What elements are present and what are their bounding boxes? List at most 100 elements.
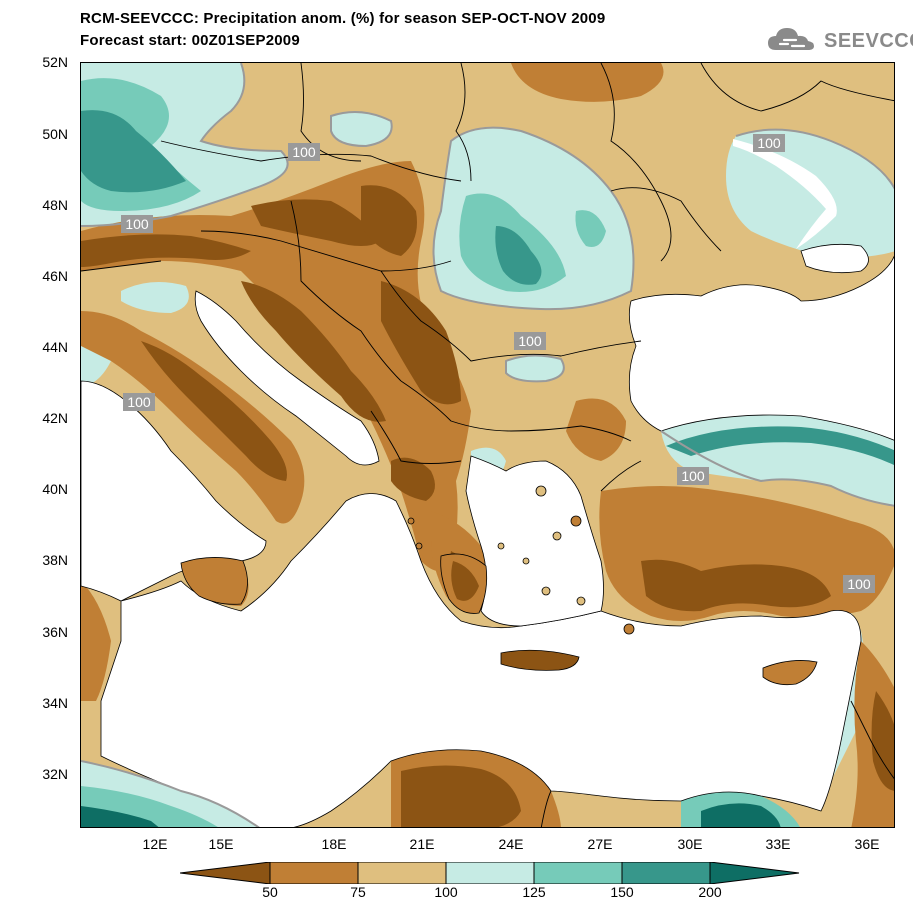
sicily-island xyxy=(180,557,248,605)
map-title: RCM-SEEVCCC: Precipitation anom. (%) for… xyxy=(80,10,606,27)
contour-label: 100 xyxy=(127,394,151,410)
wet-area-sinai-dark xyxy=(701,803,781,827)
map-canvas: 100 100 100 100 100 100 100 xyxy=(81,63,894,827)
colorbar-label: 125 xyxy=(522,884,546,900)
contour-label: 100 xyxy=(757,135,781,151)
contour-line xyxy=(735,128,894,190)
lat-label: 50N xyxy=(42,126,68,142)
border xyxy=(370,410,462,464)
aegean-island xyxy=(623,623,635,635)
dry-area-greece-north xyxy=(391,457,435,501)
colorbar-segment xyxy=(533,862,623,884)
dry-area-tunisia xyxy=(81,581,111,701)
lon-label: 21E xyxy=(409,836,435,852)
border xyxy=(700,63,894,112)
dry-area-italy-dark xyxy=(141,341,287,481)
lat-label: 34N xyxy=(42,695,68,711)
dry-area-serbia xyxy=(381,281,461,405)
tyrrhenian-sea xyxy=(81,380,267,602)
border xyxy=(540,790,552,827)
lon-label: 30E xyxy=(677,836,703,852)
lat-label: 36N xyxy=(42,624,68,640)
cyprus-island xyxy=(762,660,818,686)
contour-line xyxy=(81,760,260,827)
wet-areas xyxy=(81,63,894,827)
lat-label: 42N xyxy=(42,410,68,426)
colorbar-segment xyxy=(709,862,800,884)
border xyxy=(290,200,402,382)
dnieper-river xyxy=(733,139,837,249)
contour-label: 100 xyxy=(125,216,149,232)
dry-area-north-poland xyxy=(511,63,664,102)
border xyxy=(300,63,362,162)
border xyxy=(380,270,642,362)
wet-area-north-west-darker xyxy=(81,110,186,193)
ionian-island xyxy=(407,517,415,525)
border xyxy=(610,187,722,252)
wet-area-black-sea-north xyxy=(506,355,564,382)
colorbar-segment xyxy=(621,862,711,884)
black-sea xyxy=(628,255,894,441)
wet-area-turkey-coast xyxy=(666,426,894,466)
lon-label: 18E xyxy=(321,836,347,852)
colorbar-segment xyxy=(357,862,447,884)
ionian-island xyxy=(415,542,423,550)
lat-label: 32N xyxy=(42,766,68,782)
ionian-mediterranean-sea xyxy=(100,493,862,827)
aegean-island xyxy=(522,557,530,565)
wet-area-south-west-dark xyxy=(81,806,159,827)
colorbar-segment xyxy=(269,862,359,884)
lon-label: 27E xyxy=(587,836,613,852)
border xyxy=(850,700,894,780)
dry-area-levant-dark xyxy=(871,691,894,791)
lat-label: 38N xyxy=(42,552,68,568)
border xyxy=(200,230,452,272)
dry-area-turkey-dark xyxy=(641,559,831,612)
wet-area-ukraine xyxy=(726,129,894,258)
dry-area-bulgaria xyxy=(566,398,626,461)
contour-lines xyxy=(81,63,894,827)
dry-area-libya-dark xyxy=(401,765,521,827)
contour-line xyxy=(505,354,565,383)
aegean-island xyxy=(552,531,562,541)
border xyxy=(400,380,632,442)
colorbar-label: 200 xyxy=(698,884,722,900)
colorbar-label: 150 xyxy=(610,884,634,900)
contour-label: 100 xyxy=(681,468,705,484)
seevccc-logo: SEEVCCC xyxy=(766,24,913,58)
wet-area-romania-dark xyxy=(495,226,542,285)
contour-line xyxy=(432,126,635,311)
sea-of-azov xyxy=(800,243,869,274)
lat-label: 40N xyxy=(42,481,68,497)
islands xyxy=(180,485,818,686)
colorbar-label: 100 xyxy=(434,884,458,900)
border xyxy=(81,260,162,272)
dry-area-hungary-dark xyxy=(361,185,417,256)
contour-line xyxy=(660,430,894,507)
colorbar-segment xyxy=(445,862,535,884)
contour-line xyxy=(81,63,289,227)
border xyxy=(600,63,672,262)
dry-area-croatia-dark xyxy=(251,199,381,246)
lon-label: 24E xyxy=(498,836,524,852)
aegean-island xyxy=(570,515,582,527)
colorbar-segment xyxy=(180,862,271,884)
seas xyxy=(81,139,894,827)
aegean-island xyxy=(497,542,505,550)
wet-area-alps xyxy=(121,282,189,313)
contour-line xyxy=(330,111,393,148)
precipitation-anomaly-map: 100 100 100 100 100 100 100 xyxy=(80,62,895,828)
lon-label: 36E xyxy=(854,836,880,852)
dry-area-balkans-dark xyxy=(241,281,386,422)
wet-area-carpathian-east xyxy=(575,210,606,247)
forecast-start-label: Forecast start: 00Z01SEP2009 xyxy=(80,32,300,49)
lat-label: 44N xyxy=(42,339,68,355)
dry-area-alps-dark xyxy=(81,234,251,267)
contour-label: 100 xyxy=(518,333,542,349)
wet-area-poland xyxy=(331,112,392,146)
aegean-island xyxy=(576,596,586,606)
dry-area-alps xyxy=(81,161,471,571)
peloponnese-dark xyxy=(451,561,479,601)
lon-label: 33E xyxy=(765,836,791,852)
aegean-island xyxy=(535,485,547,497)
